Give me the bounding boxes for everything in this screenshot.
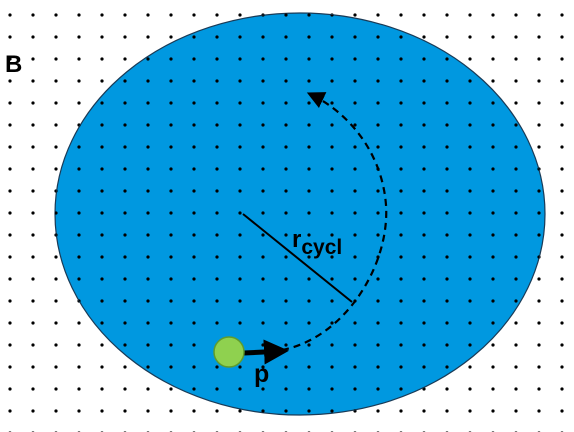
field-label: B bbox=[5, 51, 22, 78]
radius-label: rcycl bbox=[292, 226, 342, 259]
momentum-arrow bbox=[243, 339, 289, 365]
momentum-label: p bbox=[254, 360, 269, 388]
charged-particle bbox=[213, 336, 245, 368]
radius-label-subscript: cycl bbox=[301, 236, 342, 259]
radius-label-main: r bbox=[292, 226, 301, 253]
radius-line bbox=[242, 213, 353, 303]
trajectory-dashed-arc bbox=[281, 92, 388, 352]
